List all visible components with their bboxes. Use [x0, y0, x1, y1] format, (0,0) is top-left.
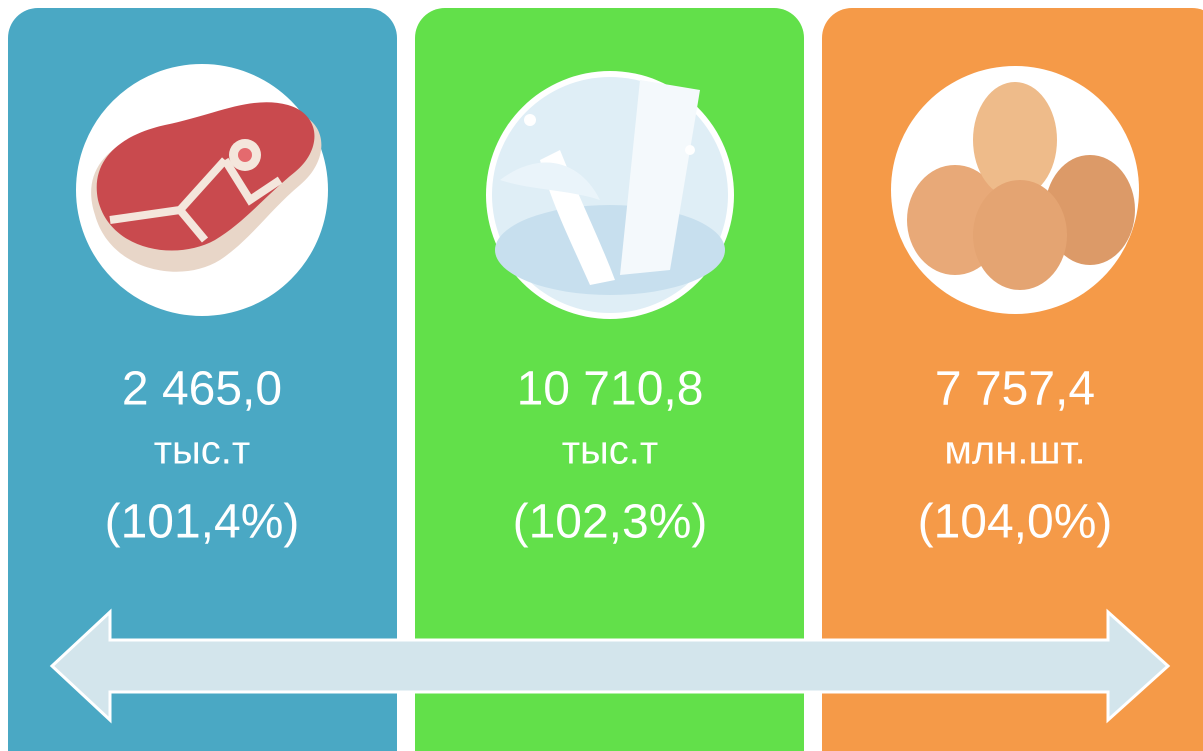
eggs-icon — [891, 66, 1139, 314]
unit: млн.шт. — [944, 429, 1085, 473]
unit: тыс.т — [154, 429, 251, 473]
change: (102,3%) — [513, 496, 708, 549]
unit: тыс.т — [562, 429, 659, 473]
meat-icon — [76, 64, 328, 316]
value: 7 757,4 — [935, 363, 1095, 416]
value: 10 710,8 — [517, 363, 704, 416]
double-arrow — [49, 608, 1171, 724]
value: 2 465,0 — [122, 363, 282, 416]
change: (101,4%) — [105, 496, 300, 549]
milk-icon — [486, 71, 734, 319]
change: (104,0%) — [918, 496, 1113, 549]
